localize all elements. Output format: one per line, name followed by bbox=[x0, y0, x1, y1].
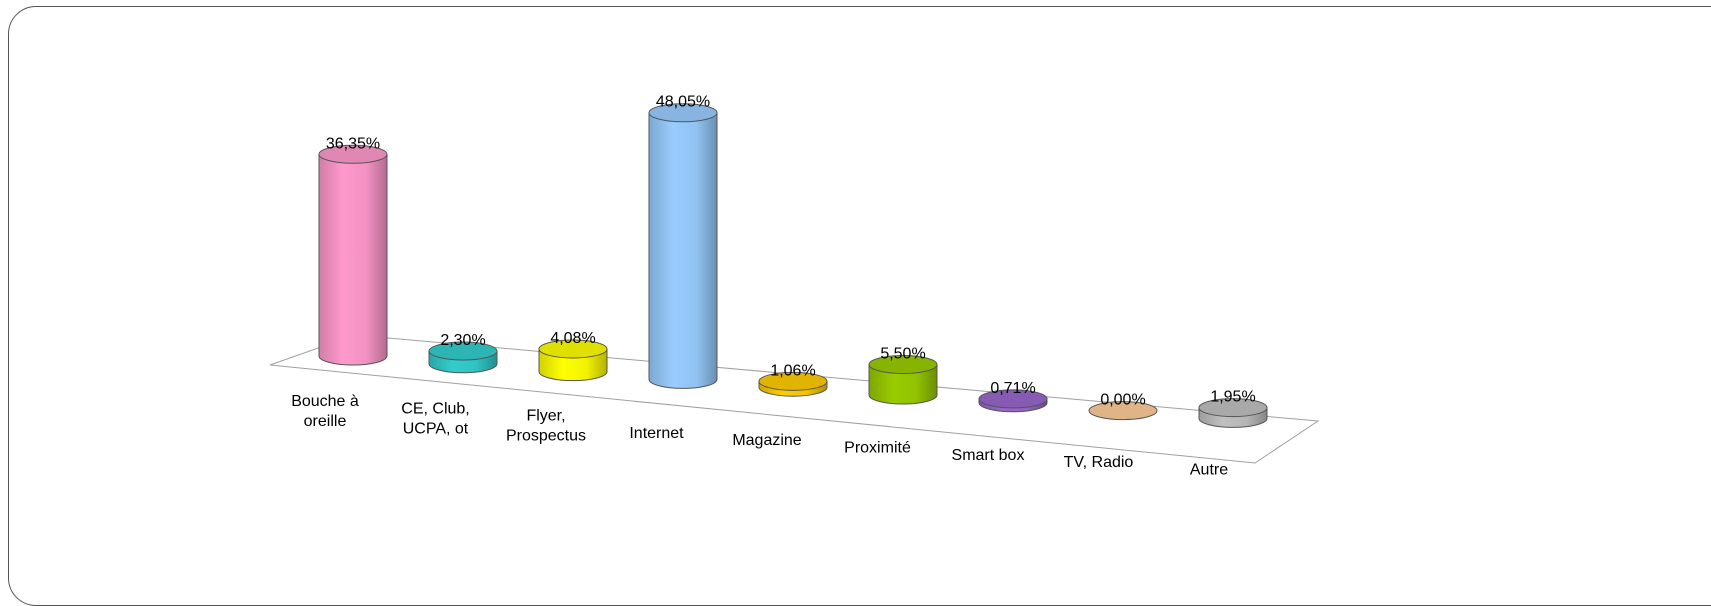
bar-top-8 bbox=[1198, 398, 1268, 418]
value-label-2: 4,08% bbox=[550, 330, 595, 347]
bar-body-0 bbox=[318, 153, 388, 366]
bar-4 bbox=[758, 371, 828, 397]
bar-body-5 bbox=[868, 363, 938, 405]
bar-5 bbox=[868, 354, 938, 405]
bar-top-4 bbox=[758, 371, 828, 391]
bar-8 bbox=[1198, 398, 1268, 428]
category-label-6: Smart box bbox=[952, 447, 1025, 464]
category-label-7: TV, Radio bbox=[1064, 454, 1134, 471]
category-label-3: Internet bbox=[629, 425, 684, 442]
bar-top-7 bbox=[1088, 401, 1158, 421]
bar-top-2 bbox=[538, 339, 608, 359]
category-label-2: Flyer, Prospectus bbox=[506, 408, 586, 445]
bar-top-0 bbox=[318, 144, 388, 164]
category-label-4: Magazine bbox=[732, 432, 801, 449]
value-label-7: 0,00% bbox=[1100, 392, 1145, 409]
category-label-0: Bouche à oreille bbox=[291, 393, 359, 430]
bar-1 bbox=[428, 341, 498, 374]
value-label-6: 0,71% bbox=[990, 380, 1035, 397]
bar-top-6 bbox=[978, 389, 1048, 409]
category-label-5: Proximité bbox=[844, 440, 911, 457]
category-label-8: Autre bbox=[1190, 461, 1228, 478]
bar-2 bbox=[538, 339, 608, 382]
bar-0 bbox=[318, 144, 388, 366]
value-label-4: 1,06% bbox=[770, 362, 815, 379]
value-label-8: 1,95% bbox=[1210, 389, 1255, 406]
bar-chart: 36,35% Bouche à oreille 2,30% CE, Club, UCPA,… bbox=[269, 94, 1320, 478]
value-label-0: 36,35% bbox=[326, 135, 380, 152]
bar-top-3 bbox=[648, 103, 718, 123]
category-label-1: CE, Club, UCPA, ot bbox=[401, 400, 469, 437]
bar-top-5 bbox=[868, 354, 938, 374]
bar-top-1 bbox=[428, 341, 498, 361]
value-label-3: 48,05% bbox=[656, 94, 710, 111]
chart-frame bbox=[8, 6, 1711, 606]
bar-7 bbox=[1088, 401, 1158, 421]
bar-6 bbox=[978, 389, 1048, 413]
value-label-1: 2,30% bbox=[440, 332, 485, 349]
bar-body-3 bbox=[648, 112, 718, 389]
value-label-5: 5,50% bbox=[880, 345, 925, 362]
bar-3 bbox=[648, 103, 718, 389]
